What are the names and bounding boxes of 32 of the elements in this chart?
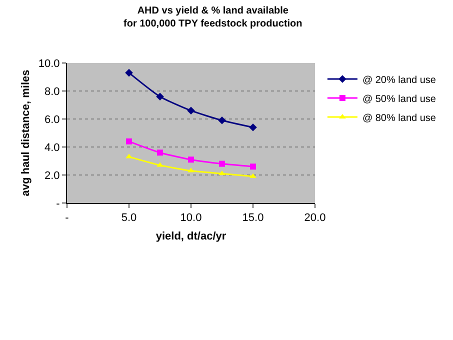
x-tick-label: 15.0 xyxy=(242,212,264,224)
y-tick-label: 10.0 xyxy=(38,58,60,70)
point xyxy=(188,168,194,172)
legend-label: @ 80% land use xyxy=(362,112,436,124)
legend-label: @ 50% land use xyxy=(362,94,436,105)
point xyxy=(250,173,256,178)
y-tick-label: 8.0 xyxy=(44,86,60,98)
point xyxy=(219,160,225,167)
y-tick-label: - xyxy=(56,198,60,210)
legend-label: @ 20% land use xyxy=(362,74,436,86)
point xyxy=(187,106,195,114)
x-tick-label: - xyxy=(65,212,70,224)
y-tick-label: 2.0 xyxy=(44,170,60,182)
chart-title: AHD vs yield & % land available for 100,000 TPY feedstock production xyxy=(124,6,302,30)
point xyxy=(157,150,163,156)
point xyxy=(250,164,256,170)
point xyxy=(218,116,226,124)
point xyxy=(156,162,164,167)
point xyxy=(249,124,257,132)
point xyxy=(188,156,194,163)
y-tick-label: 4.0 xyxy=(44,142,60,154)
y-axis-title: avg haul distance, miles xyxy=(20,70,32,196)
point xyxy=(126,138,132,144)
point xyxy=(218,170,226,176)
point xyxy=(125,68,133,77)
x-axis-title: yield, dt/ac/yr xyxy=(156,230,227,242)
x-tick-label: 20.0 xyxy=(304,212,326,224)
y-tick-label: 6.0 xyxy=(44,114,60,126)
x-tick-label: 10.0 xyxy=(180,212,202,224)
point xyxy=(156,92,164,100)
point xyxy=(126,154,132,158)
x-tick-label: 5.0 xyxy=(121,212,137,224)
